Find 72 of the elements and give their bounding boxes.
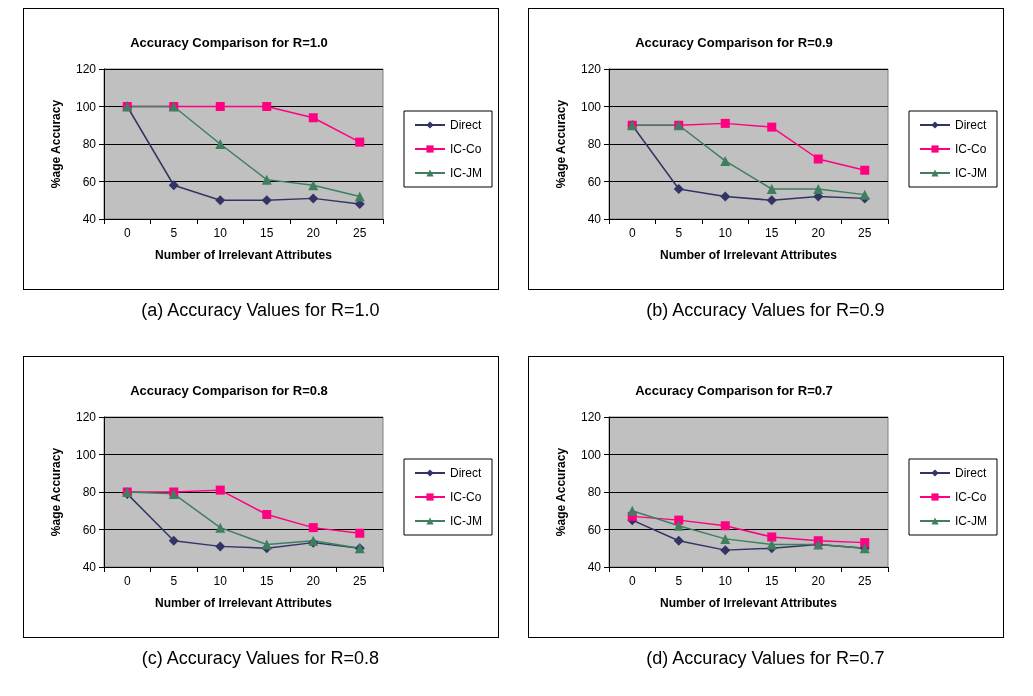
x-tick-label: 5 bbox=[169, 226, 177, 240]
x-tick-label: 0 bbox=[123, 574, 131, 588]
y-axis-title: %age Accuracy bbox=[48, 99, 63, 189]
x-tick-label: 5 bbox=[674, 226, 682, 240]
x-tick-label: 20 bbox=[306, 226, 320, 240]
y-tick-label: 120 bbox=[75, 410, 96, 424]
legend-label: IC-JM bbox=[954, 514, 987, 528]
legend-label: Direct bbox=[449, 118, 482, 132]
legend-label: Direct bbox=[954, 466, 987, 480]
legend-label: IC-JM bbox=[449, 514, 482, 528]
y-tick-label: 80 bbox=[587, 137, 601, 151]
x-axis-title: Number of Irrelevant Attributes bbox=[154, 248, 332, 262]
x-tick-label: 20 bbox=[811, 574, 825, 588]
y-tick-label: 80 bbox=[82, 485, 96, 499]
y-tick-label: 40 bbox=[82, 560, 96, 574]
y-tick-label: 40 bbox=[587, 560, 601, 574]
y-tick-label: 40 bbox=[587, 212, 601, 226]
x-axis-title: Number of Irrelevant Attributes bbox=[659, 596, 837, 610]
x-tick-label: 25 bbox=[857, 226, 872, 240]
x-tick-label: 15 bbox=[764, 226, 779, 240]
x-tick-label: 10 bbox=[213, 574, 227, 588]
legend-label: IC-JM bbox=[954, 166, 987, 180]
y-tick-label: 120 bbox=[75, 62, 96, 76]
x-axis-title: Number of Irrelevant Attributes bbox=[154, 596, 332, 610]
x-tick-label: 5 bbox=[169, 574, 177, 588]
y-tick-label: 60 bbox=[587, 522, 601, 537]
x-tick-label: 15 bbox=[259, 226, 274, 240]
x-tick-label: 0 bbox=[123, 226, 131, 240]
y-tick-label: 100 bbox=[75, 99, 96, 114]
y-tick-label: 100 bbox=[580, 99, 601, 114]
y-tick-label: 120 bbox=[580, 62, 601, 76]
legend-label: IC-Co bbox=[954, 142, 987, 156]
legend-label: IC-JM bbox=[449, 166, 482, 180]
y-tick-label: 40 bbox=[82, 212, 96, 226]
y-tick-label: 80 bbox=[587, 485, 601, 499]
y-tick-label: 80 bbox=[82, 137, 96, 151]
y-tick-label: 60 bbox=[587, 174, 601, 189]
y-axis-title: %age Accuracy bbox=[48, 447, 63, 537]
x-tick-label: 0 bbox=[628, 574, 636, 588]
x-tick-label: 10 bbox=[718, 574, 732, 588]
text: (b) Accuracy Values for R=0.9 bbox=[645, 300, 886, 321]
legend-label: IC-Co bbox=[449, 490, 482, 504]
y-axis-title: %age Accuracy bbox=[553, 447, 568, 537]
legend-label: Direct bbox=[449, 466, 482, 480]
x-tick-label: 15 bbox=[764, 574, 779, 588]
chart-title: Accuracy Comparison for R=0.8 bbox=[129, 383, 328, 398]
x-tick-label: 25 bbox=[857, 574, 872, 588]
legend-label: IC-Co bbox=[449, 142, 482, 156]
text: (c) Accuracy Values for R=0.8 bbox=[140, 648, 381, 669]
x-tick-label: 25 bbox=[352, 574, 367, 588]
x-tick-label: 20 bbox=[811, 226, 825, 240]
y-axis-title: %age Accuracy bbox=[553, 99, 568, 189]
x-tick-label: 10 bbox=[213, 226, 227, 240]
y-tick-label: 120 bbox=[580, 410, 601, 424]
chart-title: Accuracy Comparison for R=0.9 bbox=[634, 35, 833, 50]
y-tick-label: 60 bbox=[82, 522, 96, 537]
x-tick-label: 0 bbox=[628, 226, 636, 240]
y-tick-label: 60 bbox=[82, 174, 96, 189]
chart-title: Accuracy Comparison for R=0.7 bbox=[634, 383, 833, 398]
x-tick-label: 10 bbox=[718, 226, 732, 240]
legend-label: IC-Co bbox=[954, 490, 987, 504]
x-tick-label: 5 bbox=[674, 574, 682, 588]
y-tick-label: 100 bbox=[75, 447, 96, 462]
chart-title: Accuracy Comparison for R=1.0 bbox=[129, 35, 328, 50]
text: (d) Accuracy Values for R=0.7 bbox=[645, 648, 886, 669]
y-tick-label: 100 bbox=[580, 447, 601, 462]
x-tick-label: 20 bbox=[306, 574, 320, 588]
legend-label: Direct bbox=[954, 118, 987, 132]
x-tick-label: 25 bbox=[352, 226, 367, 240]
x-axis-title: Number of Irrelevant Attributes bbox=[659, 248, 837, 262]
x-tick-label: 15 bbox=[259, 574, 274, 588]
text: (a) Accuracy Values for R=1.0 bbox=[140, 300, 381, 321]
